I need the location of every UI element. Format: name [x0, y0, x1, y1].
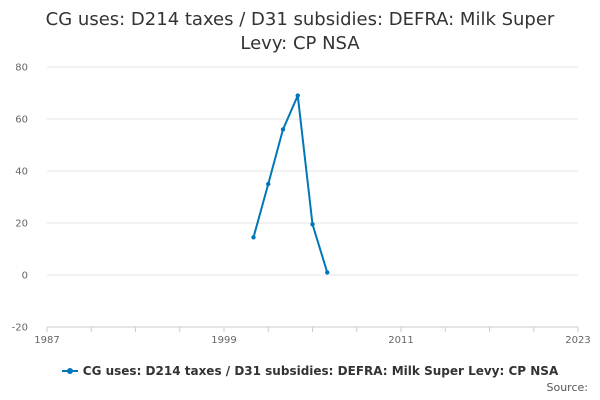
x-tick-label: 2011	[388, 335, 413, 346]
y-tick-label: 0	[22, 271, 28, 282]
grid-layer	[47, 66, 578, 328]
data-point	[310, 222, 315, 227]
legend-marker-icon	[61, 365, 78, 377]
data-point	[266, 181, 271, 187]
y-tick-label: 80	[15, 63, 28, 74]
x-tick-label: 1987	[34, 335, 59, 346]
legend-label: CG uses: D214 taxes / D31 subsidies: DEF…	[82, 364, 559, 378]
x-tick-label: 1999	[211, 335, 236, 346]
series-line	[252, 94, 329, 273]
y-tick-label: 20	[15, 219, 28, 230]
x-tick-label: 2023	[565, 335, 590, 346]
y-tick-label: 60	[15, 115, 28, 126]
y-tick-label: 40	[15, 167, 28, 178]
chart-title: CG uses: D214 taxes / D31 subsidies: DEF…	[30, 8, 570, 56]
source-label: Source:	[546, 381, 589, 394]
data-point	[295, 93, 300, 98]
chart-title-line-2: Levy: CP NSA	[240, 33, 360, 54]
y-tick-label: -20	[12, 323, 28, 334]
data-point	[251, 235, 256, 240]
series-layer	[251, 93, 330, 275]
chart-title-line-1: CG uses: D214 taxes / D31 subsidies: DEF…	[45, 9, 555, 30]
data-point	[325, 270, 330, 275]
legend[interactable]: CG uses: D214 taxes / D31 subsidies: DEF…	[40, 362, 580, 380]
axis-layer: 80 60 40 20 0 -20 1987 1999 2011 2023	[12, 63, 591, 347]
data-point	[280, 127, 286, 132]
